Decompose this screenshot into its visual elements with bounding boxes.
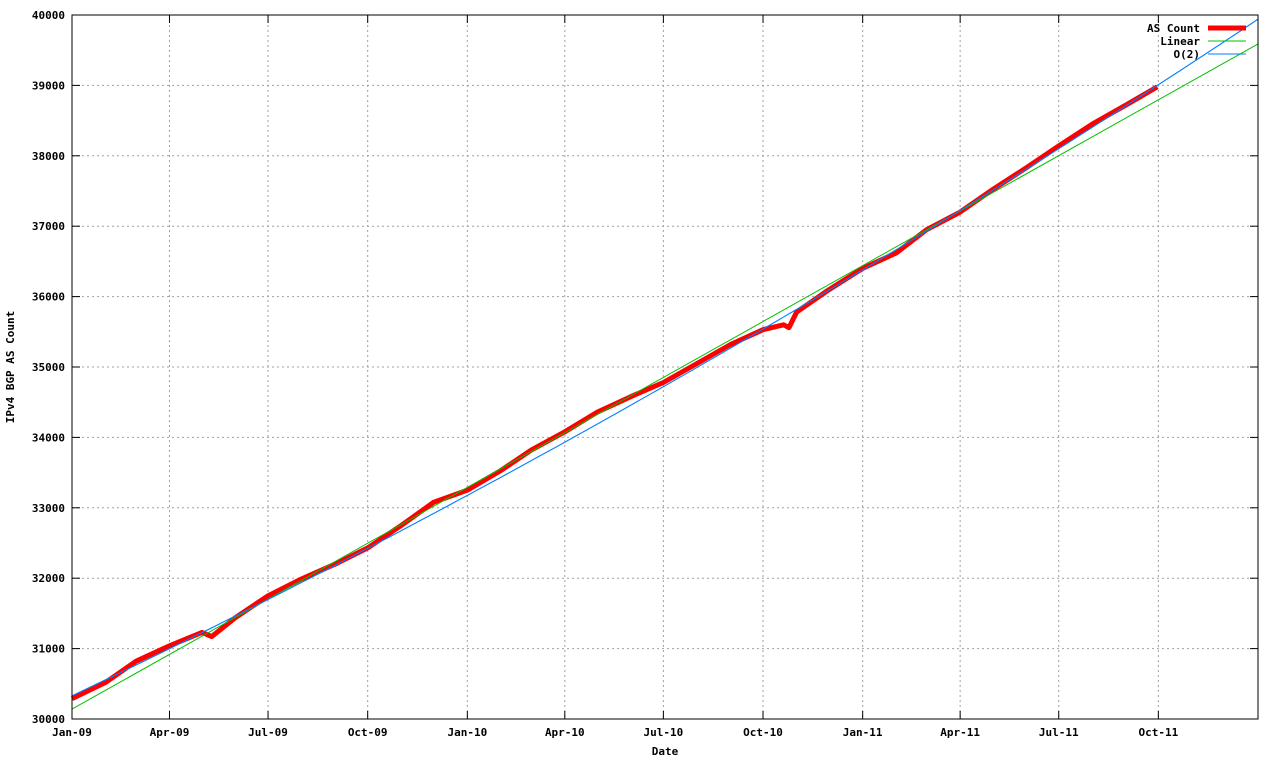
y-tick-label: 32000 xyxy=(32,572,65,585)
legend-label: Linear xyxy=(1160,35,1200,48)
y-tick-label: 36000 xyxy=(32,291,65,304)
x-tick-label: Jul-09 xyxy=(248,726,288,739)
y-tick-label: 34000 xyxy=(32,431,65,444)
y-tick-label: 37000 xyxy=(32,220,65,233)
plot-frame xyxy=(71,14,1259,720)
ticks: 30000 31000 32000 33000 34000 35000 36000 37000… xyxy=(32,9,1258,739)
y-tick-label: 31000 xyxy=(32,643,65,656)
x-tick-label: Oct-10 xyxy=(743,726,783,739)
x-tick-label: Apr-11 xyxy=(940,726,980,739)
x-tick-label: Jan-10 xyxy=(447,726,487,739)
series-line-o2-overlay xyxy=(71,18,1259,697)
x-tick-label: Oct-09 xyxy=(348,726,388,739)
y-tick-label: 30000 xyxy=(32,713,65,726)
series-line-as-count xyxy=(70,84,1159,701)
y-tick-label: 39000 xyxy=(32,79,65,92)
x-tick-label: Oct-11 xyxy=(1138,726,1178,739)
series-line-o-2- xyxy=(71,18,1259,697)
y-axis-label: IPv4 BGP AS Count xyxy=(4,311,17,424)
grid xyxy=(72,15,1258,719)
x-tick-label: Jul-11 xyxy=(1039,726,1079,739)
y-tick-label: 40000 xyxy=(32,9,65,22)
x-tick-label: Jan-09 xyxy=(52,726,92,739)
x-tick-label: Apr-09 xyxy=(150,726,190,739)
series-layer xyxy=(70,18,1259,710)
x-tick-label: Jan-11 xyxy=(843,726,883,739)
x-tick-label: Jul-10 xyxy=(644,726,684,739)
x-axis-label: Date xyxy=(652,745,679,758)
y-tick-label: 38000 xyxy=(32,150,65,163)
legend-label: AS Count xyxy=(1147,22,1200,35)
x-tick-label: Apr-10 xyxy=(545,726,585,739)
series-line-linear xyxy=(71,43,1259,710)
y-tick-label: 33000 xyxy=(32,502,65,515)
legend-label: O(2) xyxy=(1174,48,1201,61)
y-tick-label: 35000 xyxy=(32,361,65,374)
